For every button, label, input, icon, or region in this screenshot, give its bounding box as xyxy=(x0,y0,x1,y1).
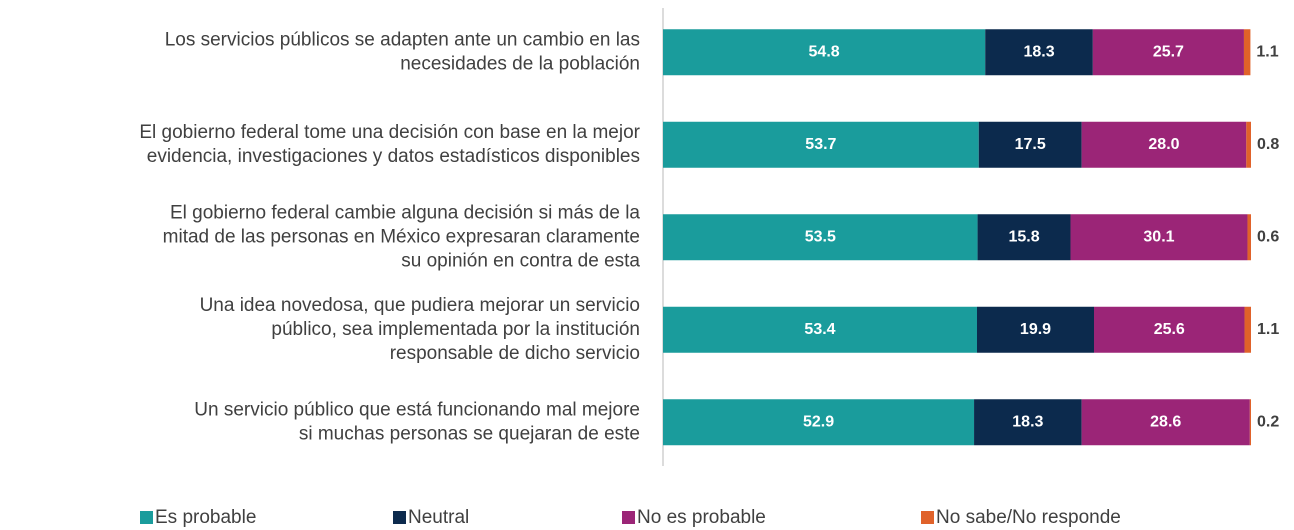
bar-segment xyxy=(977,214,1071,261)
bar-segment xyxy=(974,399,1082,446)
bar-segment xyxy=(1081,399,1250,446)
value-label: 28.0 xyxy=(1148,136,1179,153)
bar-segment xyxy=(1070,214,1248,261)
bar-segment xyxy=(976,306,1095,353)
legend-label: No es probable xyxy=(637,507,766,528)
category-label: si muchas personas se quejaran de este xyxy=(299,423,640,444)
value-label: 1.1 xyxy=(1256,43,1278,60)
legend-label: Neutral xyxy=(408,507,469,528)
value-label: 54.8 xyxy=(809,43,840,60)
legend-swatch xyxy=(622,511,635,524)
category-label: Los servicios públicos se adapten ante u… xyxy=(165,29,640,50)
category-label: evidencia, investigaciones y datos estad… xyxy=(147,146,640,167)
bar-segment xyxy=(663,121,979,168)
value-label: 0.2 xyxy=(1257,413,1279,430)
value-label: 25.7 xyxy=(1153,43,1184,60)
value-label: 18.3 xyxy=(1023,43,1054,60)
category-label: necesidades de la población xyxy=(400,53,640,74)
legend-swatch xyxy=(921,511,934,524)
value-label: 15.8 xyxy=(1008,228,1039,245)
bar-segment xyxy=(1246,121,1251,168)
value-label: 17.5 xyxy=(1015,136,1046,153)
value-label: 28.6 xyxy=(1150,413,1181,430)
value-label: 1.1 xyxy=(1257,321,1279,338)
legend-swatch xyxy=(393,511,406,524)
category-label: mitad de las personas en México expresar… xyxy=(163,226,640,247)
value-label: 53.5 xyxy=(805,228,836,245)
bar-segment xyxy=(1243,29,1251,76)
legend-label: No sabe/No responde xyxy=(936,507,1121,528)
bar-segment xyxy=(663,399,975,446)
category-label: Una idea novedosa, que pudiera mejorar u… xyxy=(200,295,640,316)
value-label: 53.4 xyxy=(804,321,835,338)
value-label: 0.6 xyxy=(1257,228,1279,245)
bar-segment xyxy=(663,306,977,353)
value-label: 0.8 xyxy=(1257,136,1279,153)
value-label: 53.7 xyxy=(805,136,836,153)
bar-segment xyxy=(663,29,986,76)
bar-segment xyxy=(663,214,978,261)
bar-segment xyxy=(978,121,1082,168)
value-label: 30.1 xyxy=(1143,228,1174,245)
legend-label: Es probable xyxy=(155,507,256,528)
category-label: su opinión en contra de esta xyxy=(401,250,640,271)
bar-segment xyxy=(1094,306,1245,353)
bar-segment xyxy=(985,29,1093,76)
category-label: público, sea implementada por la institu… xyxy=(271,319,640,340)
value-label: 19.9 xyxy=(1020,321,1051,338)
category-label: El gobierno federal cambie alguna decisi… xyxy=(170,202,640,223)
bar-segment xyxy=(1081,121,1247,168)
value-label: 25.6 xyxy=(1154,321,1185,338)
legend-swatch xyxy=(140,511,153,524)
bar-segment xyxy=(1249,399,1251,446)
value-label: 52.9 xyxy=(803,413,834,430)
category-label: responsable de dicho servicio xyxy=(390,343,640,364)
value-label: 18.3 xyxy=(1012,413,1043,430)
category-label: Un servicio público que está funcionando… xyxy=(194,399,640,420)
bar-segment xyxy=(1092,29,1244,76)
bar-segment xyxy=(1244,306,1251,353)
category-label: El gobierno federal tome una decisión co… xyxy=(139,122,640,143)
bar-segment xyxy=(1247,214,1251,261)
